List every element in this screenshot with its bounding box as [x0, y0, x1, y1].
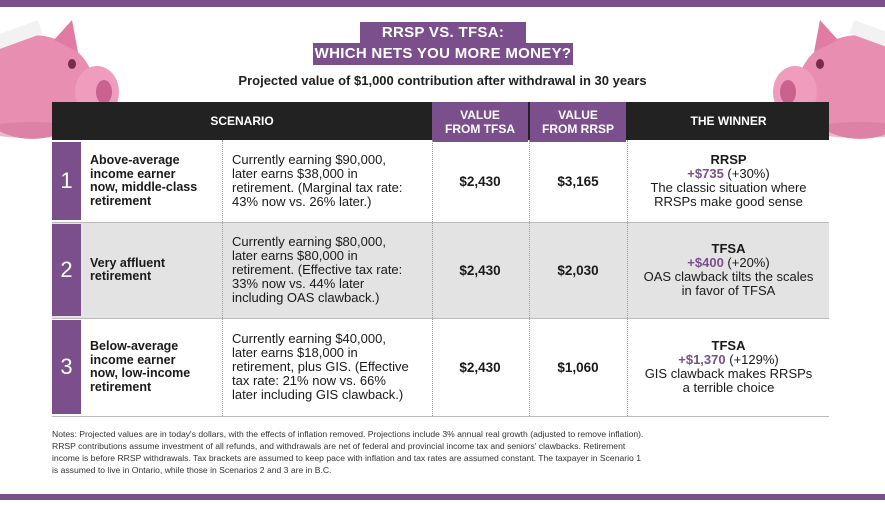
who-line: now, low-income: [90, 366, 191, 380]
scenario-number-3: 3: [52, 320, 81, 414]
desc-line: later earns $18,000 in: [232, 345, 358, 360]
desc-line: 43% now vs. 26% later.): [232, 194, 372, 209]
tfsa-value: $2,430: [459, 359, 501, 375]
top-border: [0, 0, 885, 7]
gain-percent: (+20%): [727, 255, 770, 270]
rrsp-value: $3,165: [557, 173, 599, 189]
note-line: is assumed to live in Ontario, while tho…: [52, 465, 332, 475]
bottom-border: [0, 494, 885, 500]
winner-gain: +$400 (+20%): [687, 256, 769, 270]
who-line: income earner: [90, 352, 176, 367]
desc-line: including OAS clawback.): [232, 290, 380, 305]
header-scenario: SCENARIO: [210, 114, 274, 128]
title-line-1: RRSP VS. TFSA:: [360, 22, 526, 43]
who-line: now, middle-class: [90, 180, 198, 194]
tfsa-value: $2,430: [459, 173, 501, 189]
table-row-2: [52, 222, 829, 318]
gain-amount: +$400: [687, 255, 724, 270]
header-tfsa-line1: VALUE: [460, 108, 500, 122]
winner-comment-line: GIS clawback makes RRSPs: [644, 366, 813, 381]
winner-comment-line: in favor of TFSA: [681, 283, 776, 298]
winner-comment-line: OAS clawback tilts the scales: [643, 269, 814, 284]
desc-line: retirement, plus GIS. (Effective: [232, 359, 409, 374]
desc-line: Currently earning $90,000,: [232, 152, 386, 167]
note-line: RRSP contributions assume investment of …: [52, 441, 626, 451]
column-divider: [222, 140, 223, 416]
winner-gain: +$1,370 (+129%): [678, 353, 778, 367]
column-divider: [627, 140, 628, 416]
scenario-who: Very affluent retirement: [90, 222, 215, 318]
header-tfsa-line2: FROM TFSA: [445, 122, 515, 136]
gain-percent: (+30%): [727, 166, 770, 181]
column-divider: [432, 140, 433, 416]
tfsa-value: $2,430: [459, 262, 501, 278]
header-rrsp-line2: FROM RRSP: [542, 122, 614, 136]
desc-line: later earns $38,000 in: [232, 166, 358, 181]
who-line: Above-average: [90, 153, 180, 167]
gain-percent: (+129%): [729, 352, 779, 367]
header-tfsa: VALUE FROM TFSA: [432, 102, 528, 142]
row-divider: [52, 416, 829, 417]
rrsp-value: $1,060: [557, 359, 599, 375]
winner-name: RRSP: [710, 152, 747, 167]
row-divider: [52, 318, 829, 319]
scenario-number-1: 1: [52, 142, 81, 220]
column-divider: [529, 140, 530, 416]
winner-name: TFSA: [711, 338, 746, 353]
winner-comment-line: a terrible choice: [682, 380, 775, 395]
subtitle: Projected value of $1,000 contribution a…: [238, 73, 647, 88]
title-line-2: WHICH NETS YOU MORE MONEY?: [313, 43, 573, 65]
who-line: retirement: [90, 193, 152, 208]
who-line: Very affluent: [90, 255, 166, 270]
scenario-description: Currently earning $80,000, later earns $8…: [232, 222, 432, 318]
row-divider: [52, 222, 829, 223]
desc-line: retirement. (Marginal tax rate:: [232, 180, 403, 195]
winner-cell: TFSA +$400 (+20%) OAS clawback tilts the…: [630, 222, 827, 318]
winner-cell: RRSP +$735 (+30%) The classic situation …: [630, 140, 827, 222]
desc-line: Currently earning $40,000,: [232, 331, 386, 346]
desc-line: retirement. (Effective tax rate:: [232, 262, 403, 277]
header-winner: THE WINNER: [690, 114, 767, 128]
winner-comment-line: The classic situation where: [650, 180, 807, 195]
scenario-number-2: 2: [52, 224, 81, 316]
note-line: income is before RRSP withdrawals. Tax b…: [52, 453, 641, 463]
who-line: retirement: [90, 379, 152, 394]
note-line: Notes: Projected values are in today's d…: [52, 429, 644, 439]
desc-line: later including GIS clawback.): [232, 387, 404, 402]
who-line: retirement: [90, 269, 152, 283]
scenario-description: Currently earning $40,000, later earns $1…: [232, 318, 432, 416]
scenario-who: Above-average income earner now, middle-cl…: [90, 140, 215, 222]
winner-name: TFSA: [711, 241, 746, 256]
who-line: Below-average: [90, 339, 179, 353]
footnotes: Notes: Projected values are in today's d…: [52, 428, 832, 476]
desc-line: tax rate: 21% now vs. 66%: [232, 373, 386, 388]
winner-cell: TFSA +$1,370 (+129%) GIS clawback makes …: [630, 318, 827, 416]
gain-amount: +$735: [687, 166, 724, 181]
desc-line: Currently earning $80,000,: [232, 234, 386, 249]
desc-line: later earns $80,000 in: [232, 248, 358, 263]
who-line: income earner: [90, 166, 176, 181]
header-rrsp: VALUE FROM RRSP: [530, 102, 626, 142]
scenario-who: Below-average income earner now, low-incom…: [90, 318, 215, 416]
header-rrsp-line1: VALUE: [558, 108, 598, 122]
scenario-description: Currently earning $90,000, later earns $3…: [232, 140, 432, 222]
gain-amount: +$1,370: [678, 352, 726, 367]
rrsp-value: $2,030: [557, 262, 599, 278]
winner-comment-line: RRSPs make good sense: [654, 194, 803, 209]
desc-line: 33% now vs. 44% later: [232, 276, 365, 291]
winner-gain: +$735 (+30%): [687, 167, 769, 181]
